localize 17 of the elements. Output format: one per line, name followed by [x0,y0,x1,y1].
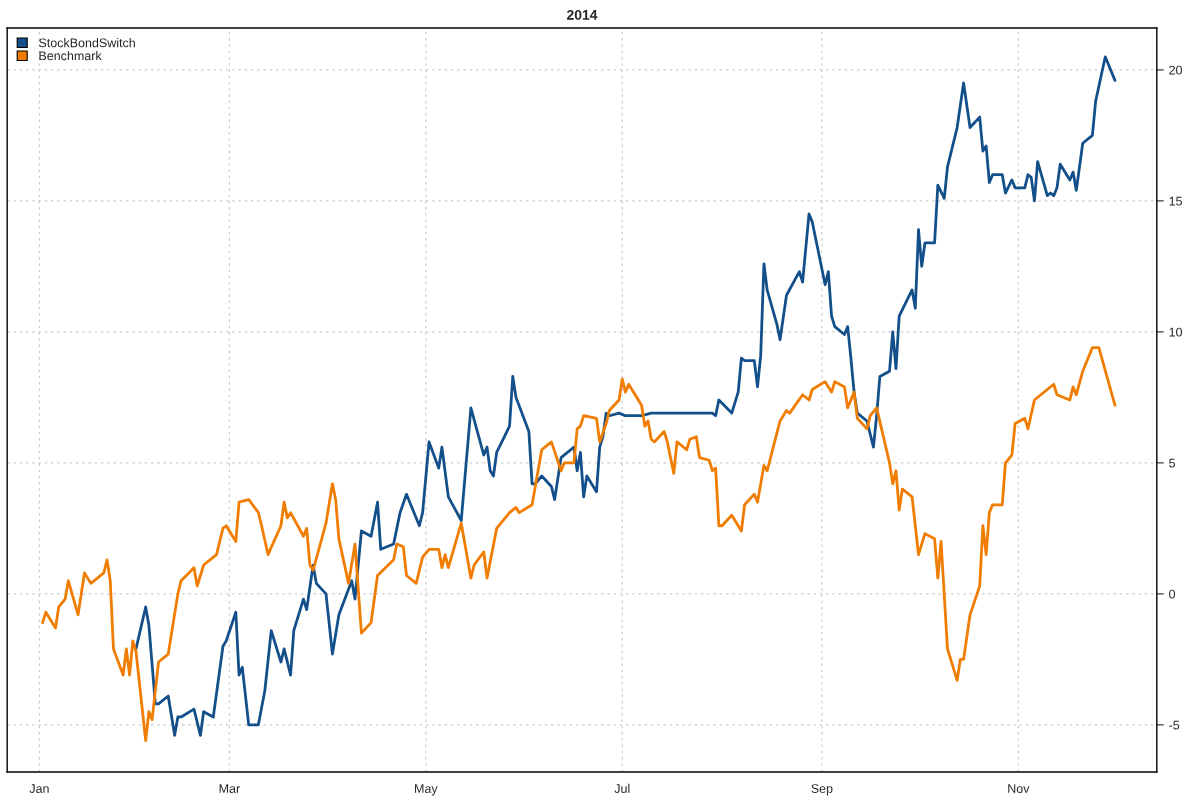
x-tick-label: Sep [811,784,833,796]
y-tick-label: 10 [1169,327,1183,337]
y-tick-label: -5 [1169,720,1180,730]
x-tick-label: Nov [1008,784,1030,793]
x-tick-label: May [415,784,438,796]
y-tick-label: 20 [1169,65,1183,75]
legend-label: StockBondSwitch [39,38,135,48]
y-tick-label: 0 [1169,589,1176,599]
x-tick-label: Mar [219,784,240,793]
legend-label: Benchmark [39,51,102,61]
y-tick-label: 15 [1169,196,1182,206]
x-tick-label: Jul [614,783,630,793]
y-tick-label: 5 [1169,458,1176,468]
chart-title: 2014 [567,9,598,20]
line-series [134,55,1117,737]
line-series [41,346,1117,742]
x-tick-label: Jan [29,784,49,793]
